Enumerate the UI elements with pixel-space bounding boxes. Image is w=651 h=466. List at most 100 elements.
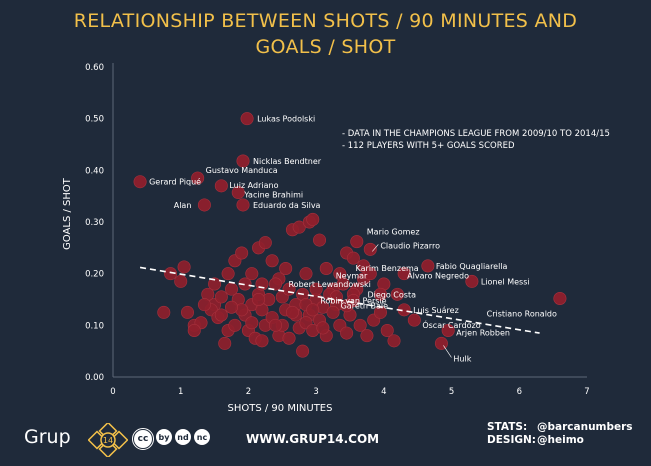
scatter-point xyxy=(390,287,404,301)
chart-title: RELATIONSHIP BETWEEN SHOTS / 90 MINUTES … xyxy=(0,8,651,60)
labeled-point xyxy=(350,235,364,249)
scatter-point xyxy=(319,261,333,275)
scatter-point xyxy=(255,277,269,291)
point-label: Luiz Adriano xyxy=(229,181,278,190)
scatter-point xyxy=(292,220,306,234)
scatter-point xyxy=(269,318,283,332)
y-tick-label: 0.00 xyxy=(85,373,104,383)
design-handle[interactable]: @heimo xyxy=(537,434,584,446)
x-tick-label: 6 xyxy=(517,387,522,397)
trendline xyxy=(139,266,540,334)
labeled-point xyxy=(133,175,147,189)
unlabeled-points xyxy=(157,212,404,358)
point-label: Nicklas Bendtner xyxy=(253,157,322,166)
point-label: Alan xyxy=(174,201,192,210)
scatter-point xyxy=(218,336,232,350)
scatter-point xyxy=(380,323,394,337)
point-label: Lukas Podolski xyxy=(257,115,315,124)
labeled-point xyxy=(236,198,250,212)
scatter-point xyxy=(157,305,171,319)
x-axis-label: SHOTS / 90 MINUTES xyxy=(228,403,333,414)
design-label: DESIGN: xyxy=(487,434,536,446)
scatter-point xyxy=(245,267,259,281)
cc-nd-icon: nd xyxy=(175,429,191,445)
y-tick-label: 0.40 xyxy=(85,166,104,176)
labeled-point xyxy=(397,267,411,281)
label-leader-line xyxy=(372,244,379,252)
point-label: Fabio Quagliarella xyxy=(436,262,508,271)
point-label: Gerard Piqué xyxy=(149,177,201,187)
point-label: Mario Gomez xyxy=(367,228,420,237)
scatter-point xyxy=(299,267,313,281)
scatter-point xyxy=(228,318,242,332)
credits: STATS: @barcanumbers DESIGN:@heimo xyxy=(487,421,633,447)
scatter-point xyxy=(197,298,211,312)
y-tick-label: 0.50 xyxy=(85,115,104,125)
x-tick-label: 0 xyxy=(110,387,115,397)
emblem-number: 14 xyxy=(103,436,113,445)
scatter-point xyxy=(279,261,293,275)
y-axis-label: GOALS / SHOT xyxy=(62,177,73,250)
website-link[interactable]: WWW.GRUP14.COM xyxy=(246,432,380,446)
labeled-point xyxy=(407,313,421,327)
license-icons: cc by nd nc xyxy=(132,428,210,450)
axes: 0.00 0.10 0.20 0.30 0.40 0.50 0.60 0 1 2 3 4 5 6 7 SHOT… xyxy=(62,63,590,414)
point-label: Gustavo Manduca xyxy=(206,166,278,175)
scatter-point xyxy=(306,303,320,317)
x-tick-label: 1 xyxy=(178,387,183,397)
labeled-point xyxy=(434,336,448,350)
point-label: Álvaro Negredo xyxy=(407,270,469,281)
scatter-point xyxy=(340,326,354,340)
stats-label: STATS: xyxy=(487,421,528,433)
scatter-point xyxy=(285,305,299,319)
point-label: Gareth Bale xyxy=(341,302,389,311)
point-label: Hulk xyxy=(453,354,471,363)
scatter-point xyxy=(265,254,279,268)
scatter-point xyxy=(221,267,235,281)
scatter-point xyxy=(255,334,269,348)
point-label: Claudio Pizarro xyxy=(380,241,440,250)
note-line-1: - DATA IN THE CHAMPIONS LEAGUE FROM 2009… xyxy=(342,129,610,139)
point-label: Óscar Cardozo xyxy=(422,319,480,330)
labeled-points xyxy=(133,112,567,350)
scatter-point xyxy=(177,260,191,274)
scatter-point xyxy=(225,300,239,314)
labeled-point xyxy=(441,323,455,337)
x-tick-label: 2 xyxy=(246,387,251,397)
point-label: Neymar xyxy=(336,272,368,281)
labeled-point xyxy=(191,171,205,185)
point-label: Luis Suárez xyxy=(413,306,459,315)
scatter-point xyxy=(269,277,283,291)
point-label: Cristiano Ronaldo xyxy=(487,309,557,318)
point-label: Yacine Brahimi xyxy=(243,191,303,200)
point-label: Lionel Messi xyxy=(481,277,530,286)
labeled-point xyxy=(240,112,254,126)
point-label: Robert Lewandowski xyxy=(288,280,370,289)
y-tick-label: 0.60 xyxy=(85,63,104,73)
scatter-point xyxy=(353,318,367,332)
labeled-point xyxy=(465,274,479,288)
cc-by-icon: by xyxy=(156,429,172,445)
x-tick-label: 5 xyxy=(449,387,454,397)
scatter-point xyxy=(245,316,259,330)
labeled-point xyxy=(231,186,245,200)
cc-license-icon: cc xyxy=(132,428,154,450)
stats-handle[interactable]: @barcanumbers xyxy=(537,421,633,433)
labeled-point xyxy=(197,198,211,212)
scatter-point xyxy=(360,329,374,343)
x-tick-label: 4 xyxy=(381,387,386,397)
scatter-point xyxy=(309,282,323,296)
scatter-point xyxy=(180,305,194,319)
labeled-point xyxy=(421,259,435,273)
label-leader-line xyxy=(443,345,452,358)
labeled-point xyxy=(373,287,387,301)
grup-brand-text: Grup xyxy=(24,426,71,448)
grup14-emblem-icon: 14 xyxy=(88,423,128,457)
y-tick-label: 0.30 xyxy=(85,218,104,228)
scatter-point xyxy=(235,246,249,260)
scatter-point xyxy=(316,321,330,335)
note-line-2: - 112 PLAYERS WITH 5+ GOALS SCORED xyxy=(342,141,515,151)
scatter-point xyxy=(187,323,201,337)
x-tick-label: 7 xyxy=(584,387,589,397)
